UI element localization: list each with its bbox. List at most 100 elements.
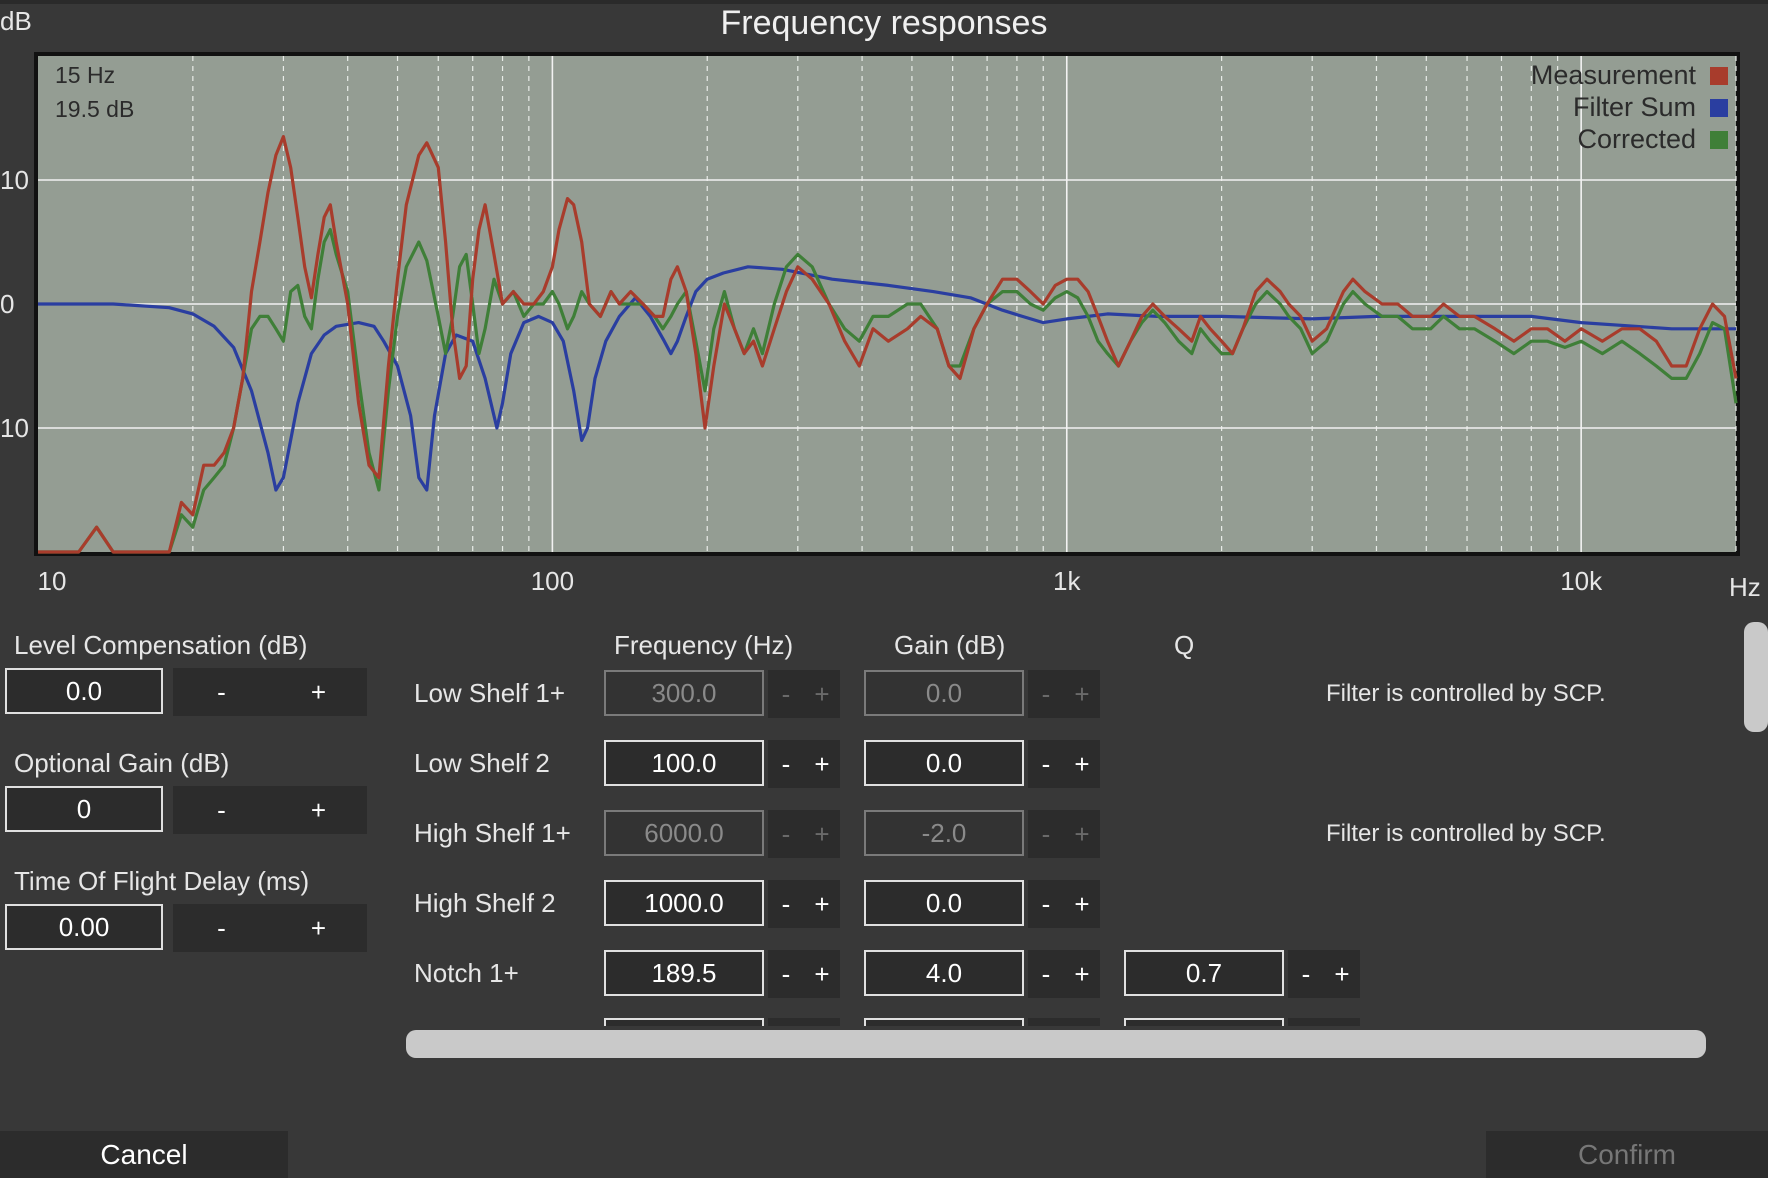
filter-gain-input[interactable]: 0.0 xyxy=(864,670,1024,716)
panel-vertical-scrollbar[interactable] xyxy=(1744,622,1768,732)
filter-frequency-input[interactable]: 300.0 xyxy=(604,670,764,716)
cursor-level-readout: 19.5 dB xyxy=(55,96,135,122)
frequency-decrement-button[interactable]: - xyxy=(781,748,791,779)
confirm-button[interactable]: Confirm xyxy=(1486,1131,1768,1178)
tof-delay-stepper: - + xyxy=(173,904,367,952)
series-measurement-line xyxy=(38,135,1738,554)
cancel-button[interactable]: Cancel xyxy=(0,1131,288,1178)
next-row-q-stepper-partial xyxy=(1288,1018,1360,1026)
y-tick-label: 0 xyxy=(0,289,14,319)
legend-filter-sum-swatch xyxy=(1710,99,1728,117)
optional-gain-increment-button[interactable]: + xyxy=(310,794,327,825)
level-compensation-stepper: - + xyxy=(173,668,367,716)
gain-increment-button[interactable]: + xyxy=(1074,818,1090,849)
filter-name: High Shelf 1+ xyxy=(414,818,571,848)
optional-gain-stepper: - + xyxy=(173,786,367,834)
filter-name: Notch 1+ xyxy=(414,958,519,988)
legend-corrected-label: Corrected xyxy=(1577,124,1696,154)
q-column-header: Q xyxy=(1174,630,1195,660)
y-unit-label: dB xyxy=(0,6,32,36)
frequency-decrement-button[interactable]: - xyxy=(781,818,791,849)
level-compensation-decrement-button[interactable]: - xyxy=(217,676,226,707)
filter-gain-input[interactable]: 4.0 xyxy=(864,950,1024,996)
filter-name: Low Shelf 1+ xyxy=(414,678,566,708)
tof-delay-increment-button[interactable]: + xyxy=(310,912,327,943)
filter-frequency-stepper: - + xyxy=(768,740,840,788)
tof-delay-input[interactable]: 0.00 xyxy=(5,904,163,950)
x-unit-label: Hz xyxy=(1729,572,1761,602)
frequency-increment-button[interactable]: + xyxy=(814,888,830,919)
x-tick-label: 100 xyxy=(531,566,574,596)
frequency-increment-button[interactable]: + xyxy=(814,678,830,709)
frequency-column-header: Frequency (Hz) xyxy=(614,630,794,660)
filter-frequency-stepper: - + xyxy=(768,810,840,858)
series-filter-sum-line xyxy=(38,265,1736,492)
filter-q-input[interactable]: 0.7 xyxy=(1124,950,1284,996)
gain-decrement-button[interactable]: - xyxy=(1041,888,1051,919)
frequency-decrement-button[interactable]: - xyxy=(781,678,791,709)
legend-measurement-swatch xyxy=(1710,67,1728,85)
filter-gain-input[interactable]: 0.0 xyxy=(864,880,1024,926)
filter-gain-stepper: - + xyxy=(1028,740,1100,788)
scp-controlled-note: Filter is controlled by SCP. xyxy=(1326,820,1606,847)
x-tick-label: 1k xyxy=(1053,566,1081,596)
optional-gain-decrement-button[interactable]: - xyxy=(217,794,226,825)
series-layer xyxy=(38,135,1738,554)
next-row-frequency-stepper-partial xyxy=(768,1018,840,1026)
gain-decrement-button[interactable]: - xyxy=(1041,818,1051,849)
filter-gain-input[interactable]: -2.0 xyxy=(864,810,1024,856)
filter-gain-stepper: - + xyxy=(1028,810,1100,858)
chart-title: Frequency responses xyxy=(720,4,1048,42)
optional-gain-input[interactable]: 0 xyxy=(5,786,163,832)
level-compensation-input[interactable]: 0.0 xyxy=(5,668,163,714)
optional-gain-label: Optional Gain (dB) xyxy=(14,748,230,778)
filter-gain-input[interactable]: 0.0 xyxy=(864,740,1024,786)
frequency-increment-button[interactable]: + xyxy=(814,958,830,989)
filter-name: Low Shelf 2 xyxy=(414,748,550,778)
legend-filter-sum-label: Filter Sum xyxy=(1572,92,1696,122)
grid-lines xyxy=(38,56,1737,552)
filter-name: High Shelf 2 xyxy=(414,888,556,918)
legend-corrected-swatch xyxy=(1710,131,1728,149)
gain-decrement-button[interactable]: - xyxy=(1041,678,1051,709)
filter-frequency-input[interactable]: 6000.0 xyxy=(604,810,764,856)
q-decrement-button[interactable]: - xyxy=(1301,958,1311,989)
gain-increment-button[interactable]: + xyxy=(1074,748,1090,779)
next-row-q-input-partial xyxy=(1124,1018,1284,1026)
filters-horizontal-scrollbar[interactable] xyxy=(406,1030,1706,1058)
filter-frequency-stepper: - + xyxy=(768,880,840,928)
x-tick-label: 10k xyxy=(1560,566,1603,596)
frequency-increment-button[interactable]: + xyxy=(814,748,830,779)
q-increment-button[interactable]: + xyxy=(1334,958,1350,989)
filter-gain-stepper: - + xyxy=(1028,670,1100,718)
gain-increment-button[interactable]: + xyxy=(1074,678,1090,709)
cursor-frequency-readout: 15 Hz xyxy=(55,62,116,88)
filter-frequency-input[interactable]: 100.0 xyxy=(604,740,764,786)
y-tick-label: 10 xyxy=(0,413,29,443)
y-tick-label: 10 xyxy=(0,165,29,195)
tof-delay-label: Time Of Flight Delay (ms) xyxy=(14,866,310,896)
filter-frequency-input[interactable]: 189.5 xyxy=(604,950,764,996)
series-corrected-line xyxy=(38,228,1738,554)
gain-increment-button[interactable]: + xyxy=(1074,958,1090,989)
level-compensation-increment-button[interactable]: + xyxy=(310,676,327,707)
gain-column-header: Gain (dB) xyxy=(894,630,1006,660)
frequency-decrement-button[interactable]: - xyxy=(781,958,791,989)
next-row-frequency-input-partial xyxy=(604,1018,764,1026)
filter-frequency-stepper: - + xyxy=(768,950,840,998)
filter-frequency-input[interactable]: 1000.0 xyxy=(604,880,764,926)
gain-decrement-button[interactable]: - xyxy=(1041,958,1051,989)
scp-controlled-note: Filter is controlled by SCP. xyxy=(1326,680,1606,707)
filter-q-stepper: - + xyxy=(1288,950,1360,998)
x-tick-label: 10 xyxy=(38,566,67,596)
frequency-decrement-button[interactable]: - xyxy=(781,888,791,919)
filter-frequency-stepper: - + xyxy=(768,670,840,718)
tof-delay-decrement-button[interactable]: - xyxy=(217,912,226,943)
legend-measurement-label: Measurement xyxy=(1530,60,1696,90)
window-top-border xyxy=(0,0,1768,4)
filter-gain-stepper: - + xyxy=(1028,950,1100,998)
frequency-increment-button[interactable]: + xyxy=(814,818,830,849)
gain-decrement-button[interactable]: - xyxy=(1041,748,1051,779)
gain-increment-button[interactable]: + xyxy=(1074,888,1090,919)
